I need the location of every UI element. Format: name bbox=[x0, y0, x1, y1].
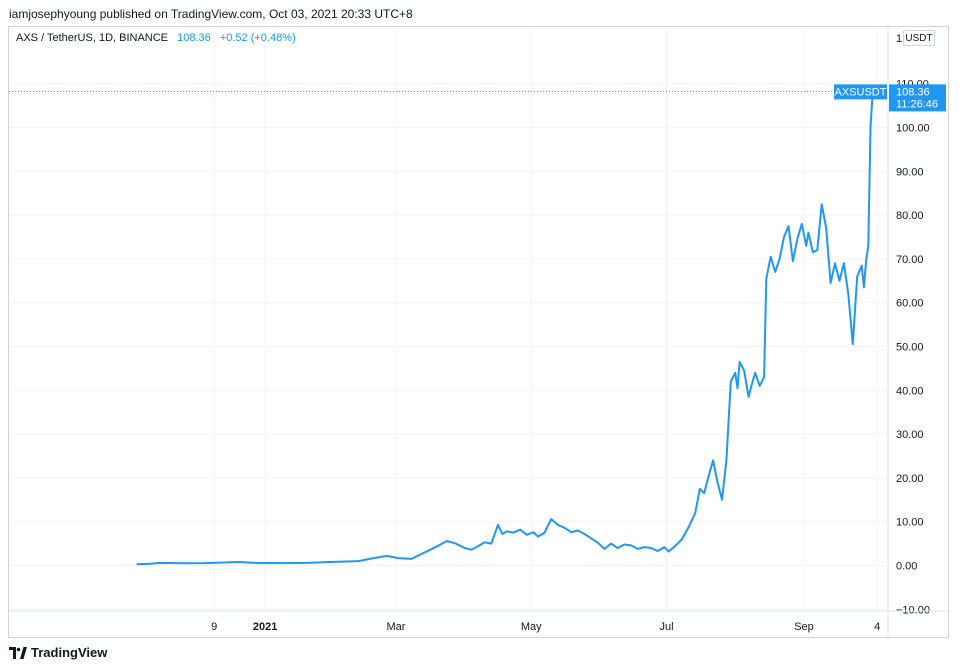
y-tick-label: 60.00 bbox=[896, 298, 924, 310]
y-tick-label: 70.00 bbox=[896, 254, 924, 266]
price-tag-value: 108.36 bbox=[896, 86, 930, 98]
publisher-line: iamjosephyoung published on TradingView.… bbox=[9, 7, 413, 21]
y-tick-label: 10.00 bbox=[896, 517, 924, 529]
tradingview-logo-icon bbox=[9, 646, 27, 659]
symbol-tag-label: AXSUSDT bbox=[835, 86, 887, 98]
y-tick-label: 30.00 bbox=[896, 429, 924, 441]
y-tick-label: 80.00 bbox=[896, 210, 924, 222]
x-tick-label: 9 bbox=[211, 621, 217, 633]
symbol-tag-bg bbox=[834, 84, 887, 100]
legend-last-value: 108.36 bbox=[177, 32, 211, 44]
y-tick-label: 40.00 bbox=[896, 385, 924, 397]
price-tag-bg bbox=[889, 84, 946, 112]
footer-brand: TradingView bbox=[31, 645, 108, 660]
symbol-legend[interactable]: AXS / TetherUS, 1D, BINANCE 108.36 +0.52… bbox=[16, 32, 296, 44]
x-tick-label: May bbox=[521, 621, 542, 633]
price-scale-top: 1 bbox=[896, 33, 902, 45]
currency-unit-button[interactable]: USDT bbox=[903, 30, 935, 46]
y-tick-label: −10.00 bbox=[896, 604, 930, 616]
x-tick-label: Jul bbox=[659, 621, 673, 633]
y-tick-label: 20.00 bbox=[896, 473, 924, 485]
chart-frame bbox=[8, 26, 949, 638]
y-tick-label: 90.00 bbox=[896, 166, 924, 178]
x-tick-label: Mar bbox=[387, 621, 406, 633]
tradingview-footer[interactable]: TradingView bbox=[9, 645, 107, 660]
y-tick-label: 0.00 bbox=[896, 561, 917, 573]
grid-lines bbox=[9, 27, 888, 611]
symbol-legend-title: AXS / TetherUS, 1D, BINANCE bbox=[16, 32, 169, 44]
x-tick-label: 4 bbox=[874, 621, 880, 633]
price-scale-top-label: 1 bbox=[896, 33, 902, 45]
x-tick-label: 2021 bbox=[253, 621, 277, 633]
x-tick-label: Sep bbox=[794, 621, 814, 633]
price-tag-countdown: 11:26:46 bbox=[896, 98, 938, 110]
y-tick-label: 50.00 bbox=[896, 342, 924, 354]
time-scale[interactable]: 9 2021 Mar May Jul Sep 4 bbox=[9, 610, 948, 633]
y-tick-label: 100.00 bbox=[896, 123, 930, 135]
legend-change: +0.52 (+0.48%) bbox=[219, 32, 296, 44]
series-line-axsusdt bbox=[136, 90, 876, 566]
price-scale[interactable]: −10.00 0.00 10.00 20.00 30.00 40.00 50.00 60.00… bbox=[887, 27, 930, 637]
